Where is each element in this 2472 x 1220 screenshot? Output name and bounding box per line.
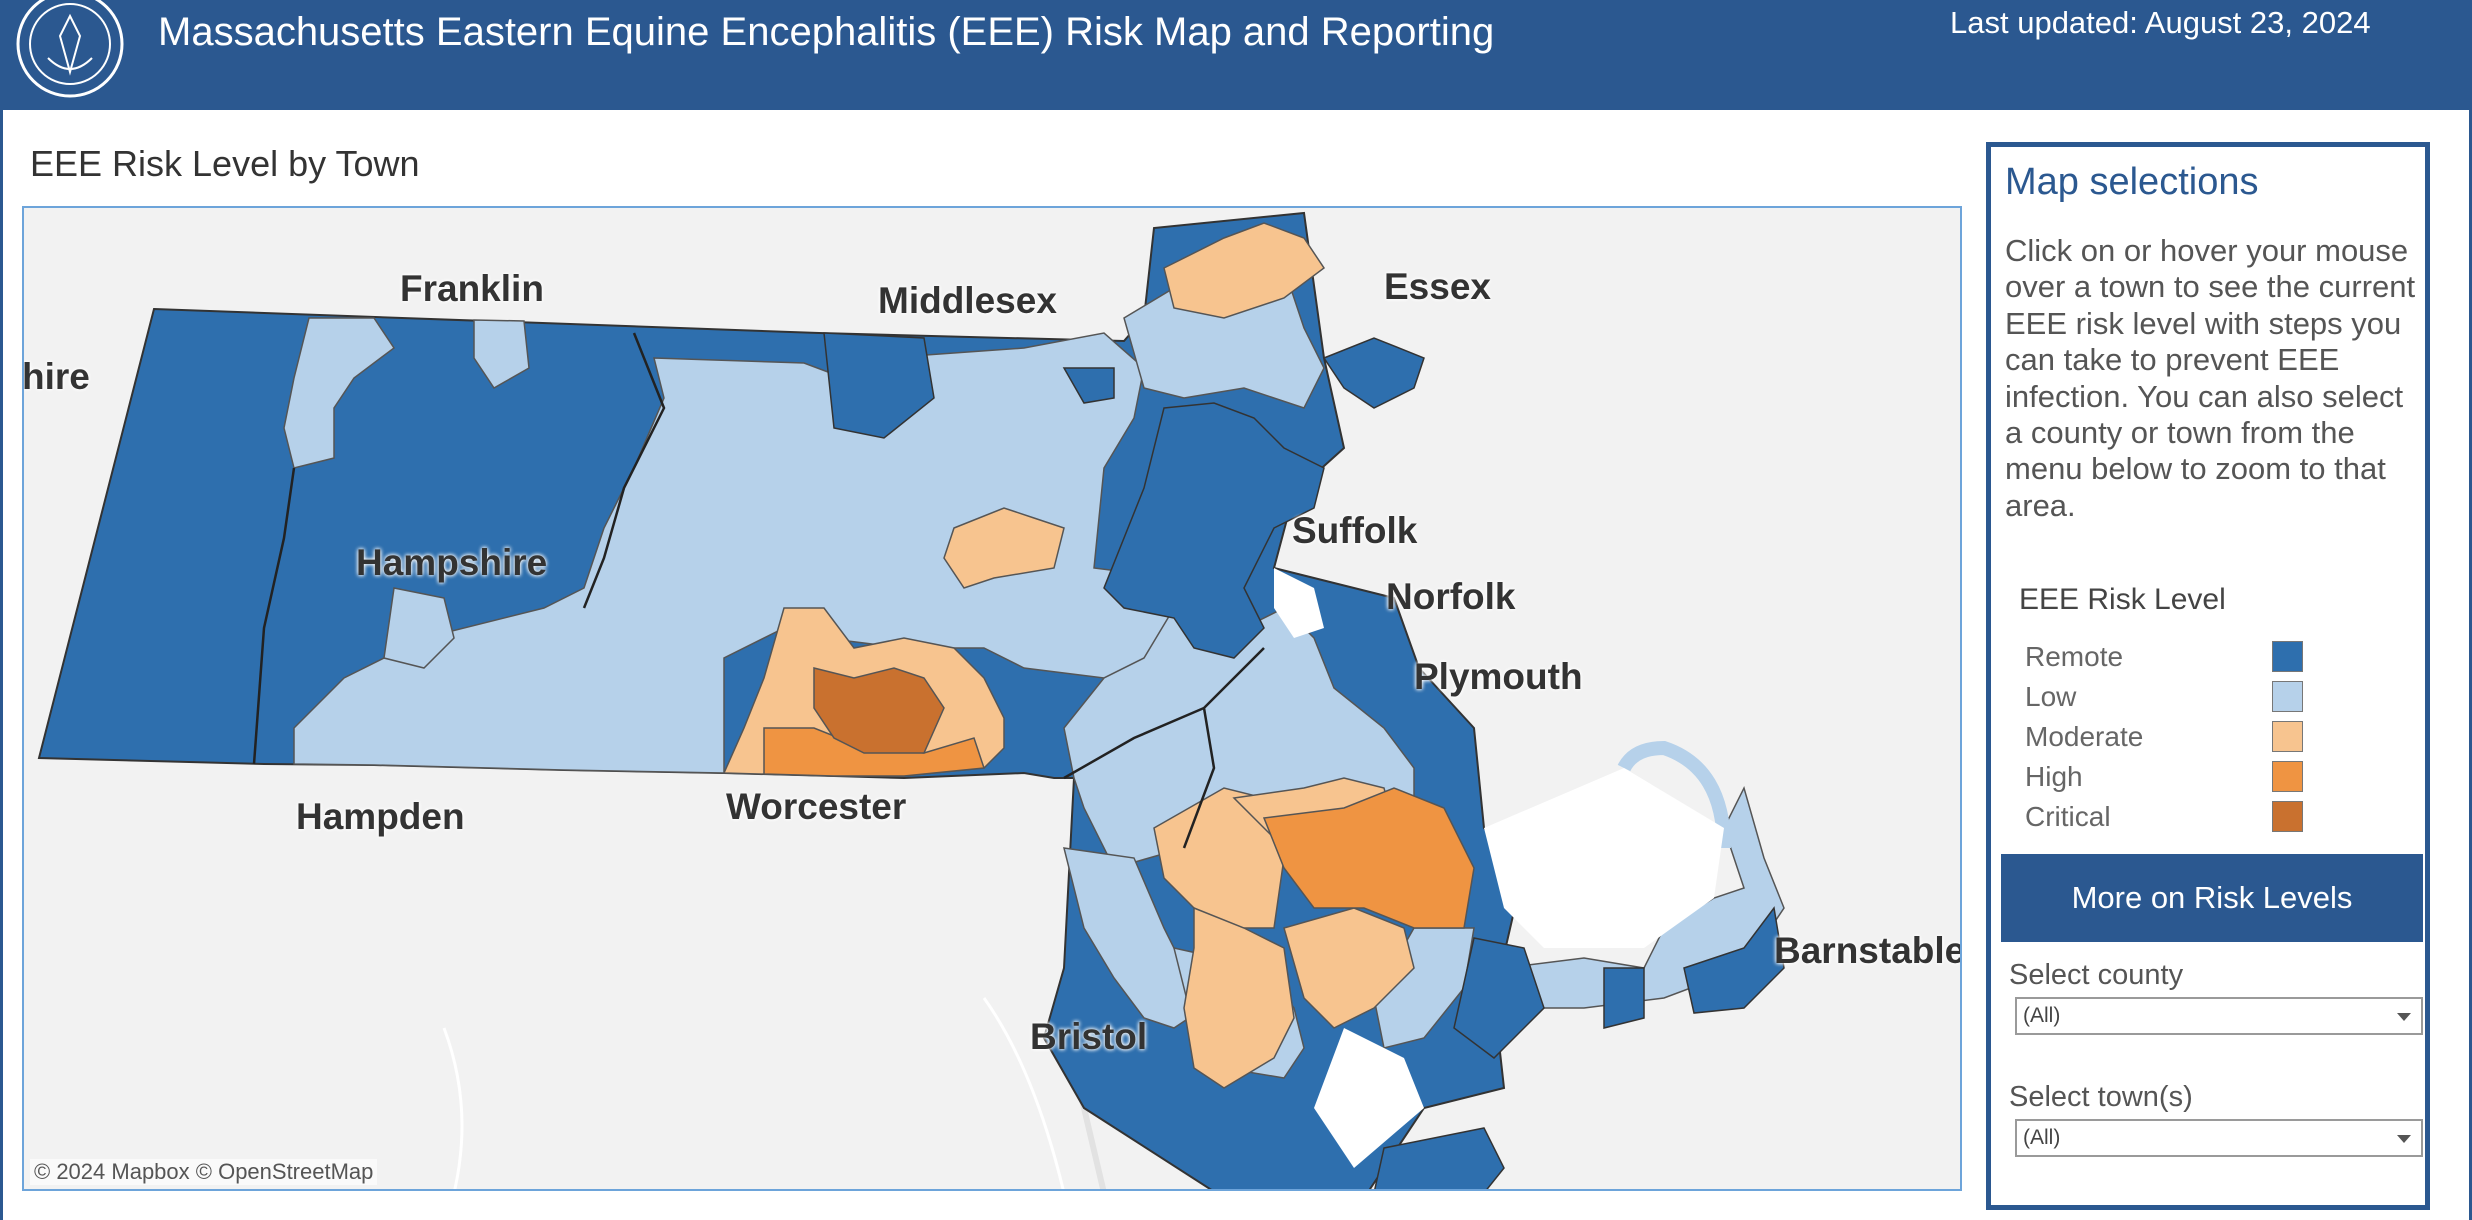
legend-item-remote[interactable]: Remote — [2025, 639, 2405, 675]
county-boundary — [252, 332, 1265, 849]
map-section-title: EEE Risk Level by Town — [30, 143, 420, 184]
select-county-label: Select county — [2009, 959, 2184, 991]
page-header: Massachusetts Eastern Equine Encephaliti… — [0, 0, 2472, 110]
risk-map-canvas[interactable] — [24, 208, 1962, 1191]
risk-map[interactable]: hire Franklin Middlesex Essex Hampshire … — [22, 206, 1962, 1191]
panel-title: Map selections — [2005, 161, 2259, 203]
legend-swatch-remote — [2272, 641, 2303, 672]
county-label-plymouth: Plymouth — [1414, 656, 1583, 697]
remote-region-boston[interactable] — [1103, 402, 1325, 659]
river-line — [442, 1027, 464, 1189]
moderate-region-south-plymouth[interactable] — [1283, 907, 1415, 1029]
county-label-worcester: Worcester — [726, 786, 907, 827]
legend-swatch-moderate — [2272, 721, 2303, 752]
select-county-value: (All) — [2023, 1004, 2061, 1027]
county-label-franklin: Franklin — [400, 268, 544, 309]
cape-hook[interactable] — [1617, 740, 1731, 849]
legend-label: High — [2025, 761, 2083, 792]
remote-region-middlesex-north[interactable] — [823, 332, 935, 439]
panel-description: Click on or hover your mouse over a town… — [2005, 233, 2416, 523]
select-town-value: (All) — [2023, 1126, 2061, 1149]
legend-label: Moderate — [2025, 721, 2144, 752]
select-county-dropdown[interactable]: (All) — [2015, 997, 2423, 1035]
remote-region-plymouth[interactable] — [1453, 937, 1545, 1059]
legend-label: Critical — [2025, 801, 2111, 832]
dashboard-frame — [0, 110, 2472, 1220]
county-label-suffolk: Suffolk — [1292, 510, 1418, 551]
county-label-norfolk: Norfolk — [1386, 576, 1516, 617]
legend-item-low[interactable]: Low — [2025, 679, 2405, 715]
legend-label: Low — [2025, 681, 2077, 712]
county-label-berkshire: hire — [22, 356, 90, 397]
river-line — [982, 997, 1065, 1189]
critical-region-worcester[interactable] — [813, 667, 945, 754]
select-town-label: Select town(s) — [2009, 1081, 2193, 1113]
moderate-region-plymouth[interactable] — [1153, 787, 1285, 929]
county-label-barnstable: Barnstable — [1774, 930, 1962, 971]
legend-label: Remote — [2025, 641, 2124, 672]
legend-swatch-high — [2272, 761, 2303, 792]
cape-cod-bay — [1484, 768, 1724, 948]
high-region-plymouth[interactable] — [1262, 787, 1475, 929]
remote-region-cape-mid[interactable] — [1603, 967, 1645, 1029]
more-on-risk-levels-button[interactable]: More on Risk Levels — [2001, 854, 2423, 942]
chevron-down-icon — [2397, 1013, 2411, 1021]
legend-item-high[interactable]: High — [2025, 759, 2405, 795]
moderate-region-essex[interactable] — [1163, 222, 1326, 319]
buzzards-bay — [1314, 1028, 1424, 1168]
remote-region-cape-east[interactable] — [1683, 906, 1785, 1014]
legend-swatch-low — [2272, 681, 2303, 712]
remote-region-essex[interactable] — [1322, 337, 1425, 409]
county-label-hampshire: Hampshire — [356, 542, 548, 583]
map-selections-panel: Map selections Click on or hover your mo… — [1986, 142, 2430, 1210]
chevron-down-icon — [2397, 1135, 2411, 1143]
legend-title: EEE Risk Level — [2019, 583, 2226, 616]
legend-swatch-critical — [2272, 801, 2303, 832]
moderate-region-north-worcester[interactable] — [943, 507, 1065, 589]
low-region-north[interactable] — [283, 317, 396, 469]
low-region-hampshire[interactable] — [383, 587, 455, 669]
county-label-middlesex: Middlesex — [878, 280, 1057, 321]
legend-item-critical[interactable]: Critical — [2025, 799, 2405, 835]
select-town-dropdown[interactable]: (All) — [2015, 1119, 2423, 1157]
remote-region-islands[interactable] — [1374, 1127, 1505, 1191]
county-label-bristol: Bristol — [1030, 1016, 1148, 1057]
county-label-essex: Essex — [1384, 266, 1491, 307]
last-updated-text: Last updated: August 23, 2024 — [1950, 5, 2371, 40]
low-region-franklin[interactable] — [473, 319, 530, 389]
remote-region-dot[interactable] — [1062, 367, 1115, 404]
department-of-public-health-seal-icon — [16, 0, 124, 98]
map-attribution[interactable]: © 2024 Mapbox © OpenStreetMap — [30, 1159, 378, 1185]
legend-item-moderate[interactable]: Moderate — [2025, 719, 2405, 755]
moderate-region-bristol[interactable] — [1183, 906, 1295, 1089]
boston-harbor — [1274, 568, 1324, 638]
county-label-hampden: Hampden — [296, 796, 465, 837]
page-title: Massachusetts Eastern Equine Encephaliti… — [158, 10, 1495, 54]
